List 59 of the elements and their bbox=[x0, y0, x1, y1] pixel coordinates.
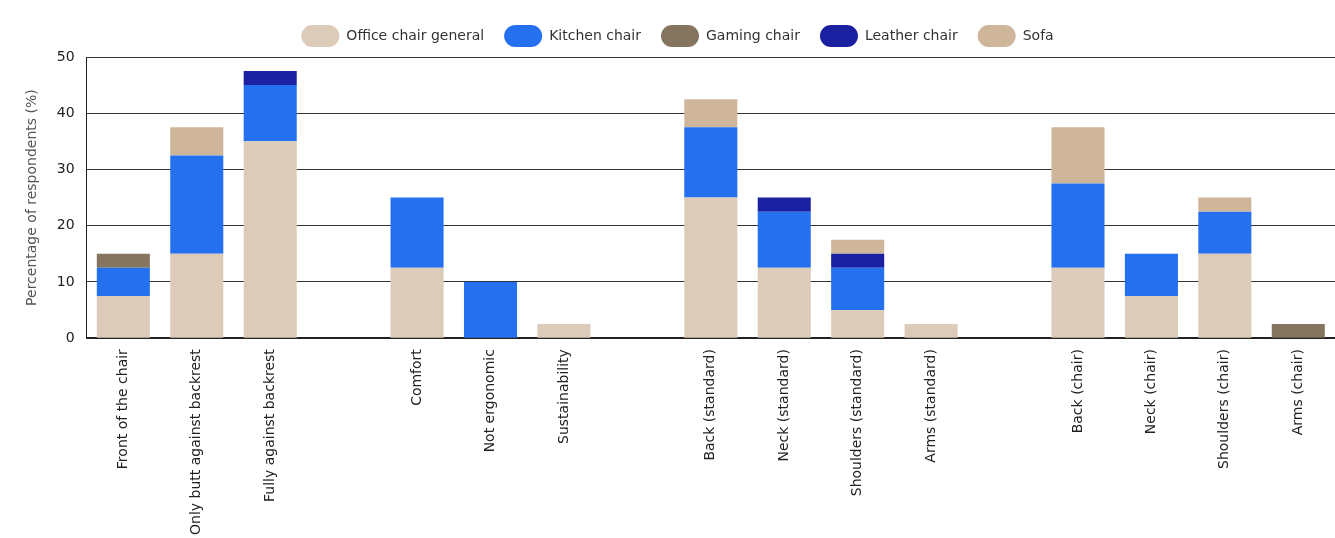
bar bbox=[1051, 267, 1105, 338]
x-tick-label: Fully against backrest bbox=[260, 348, 277, 502]
bar bbox=[684, 127, 738, 198]
legend-label: Gaming chair bbox=[706, 26, 801, 43]
bar bbox=[1124, 295, 1178, 338]
bar bbox=[390, 197, 444, 268]
legend-label: Leather chair bbox=[864, 26, 958, 43]
bar bbox=[1198, 253, 1252, 338]
x-tick-label: Back (standard) bbox=[701, 349, 718, 461]
y-tick-label: 40 bbox=[56, 103, 75, 120]
x-tick-label: Back (chair) bbox=[1068, 349, 1085, 434]
x-tick-label: Arms (chair) bbox=[1288, 349, 1305, 436]
x-tick-label: Shoulders (standard) bbox=[848, 349, 865, 497]
x-tick-label: Only butt against backrest bbox=[187, 348, 204, 536]
bar bbox=[831, 267, 885, 311]
y-tick-label: 0 bbox=[65, 328, 75, 345]
x-tick-label: Sustainability bbox=[554, 349, 571, 444]
bar bbox=[1051, 127, 1105, 184]
bar bbox=[684, 99, 738, 128]
legend-label: Sofa bbox=[1022, 26, 1054, 43]
x-tick-label: Shoulders (chair) bbox=[1215, 349, 1232, 469]
bar bbox=[243, 141, 297, 338]
bar bbox=[1051, 183, 1105, 268]
x-tick-label: Arms (standard) bbox=[921, 349, 938, 463]
bar bbox=[170, 253, 224, 338]
y-tick-label: 10 bbox=[56, 272, 75, 289]
bar bbox=[1271, 324, 1325, 338]
x-tick-label: Front of the chair bbox=[113, 348, 130, 470]
legend-label: Kitchen chair bbox=[549, 26, 642, 43]
bar bbox=[831, 253, 885, 268]
bar bbox=[243, 85, 297, 142]
bar bbox=[1198, 197, 1252, 212]
bar bbox=[757, 211, 811, 268]
x-tick-label: Comfort bbox=[407, 348, 424, 406]
x-tick-label: Neck (chair) bbox=[1142, 349, 1159, 435]
bar bbox=[684, 197, 738, 338]
bar bbox=[831, 239, 885, 254]
x-tick-label: Neck (standard) bbox=[774, 349, 791, 462]
bar bbox=[831, 310, 885, 338]
bar bbox=[96, 295, 150, 338]
y-tick-label: 20 bbox=[56, 216, 75, 233]
bar bbox=[96, 267, 150, 296]
y-axis-title: Percentage of respondents (%) bbox=[23, 89, 40, 306]
bar bbox=[1124, 253, 1178, 296]
bar bbox=[757, 197, 811, 212]
bar bbox=[1198, 211, 1252, 254]
bar bbox=[96, 253, 150, 268]
bar bbox=[170, 127, 224, 156]
legend-label: Office chair general bbox=[346, 26, 485, 43]
y-tick-label: 50 bbox=[56, 47, 75, 64]
bar bbox=[243, 71, 297, 86]
bar bbox=[904, 324, 958, 338]
bar bbox=[537, 324, 591, 338]
y-tick-label: 30 bbox=[56, 160, 75, 177]
bar bbox=[463, 281, 518, 338]
x-tick-label: Not ergonomic bbox=[481, 349, 498, 453]
bar bbox=[390, 267, 444, 338]
bar bbox=[757, 267, 811, 338]
bar bbox=[170, 155, 224, 254]
